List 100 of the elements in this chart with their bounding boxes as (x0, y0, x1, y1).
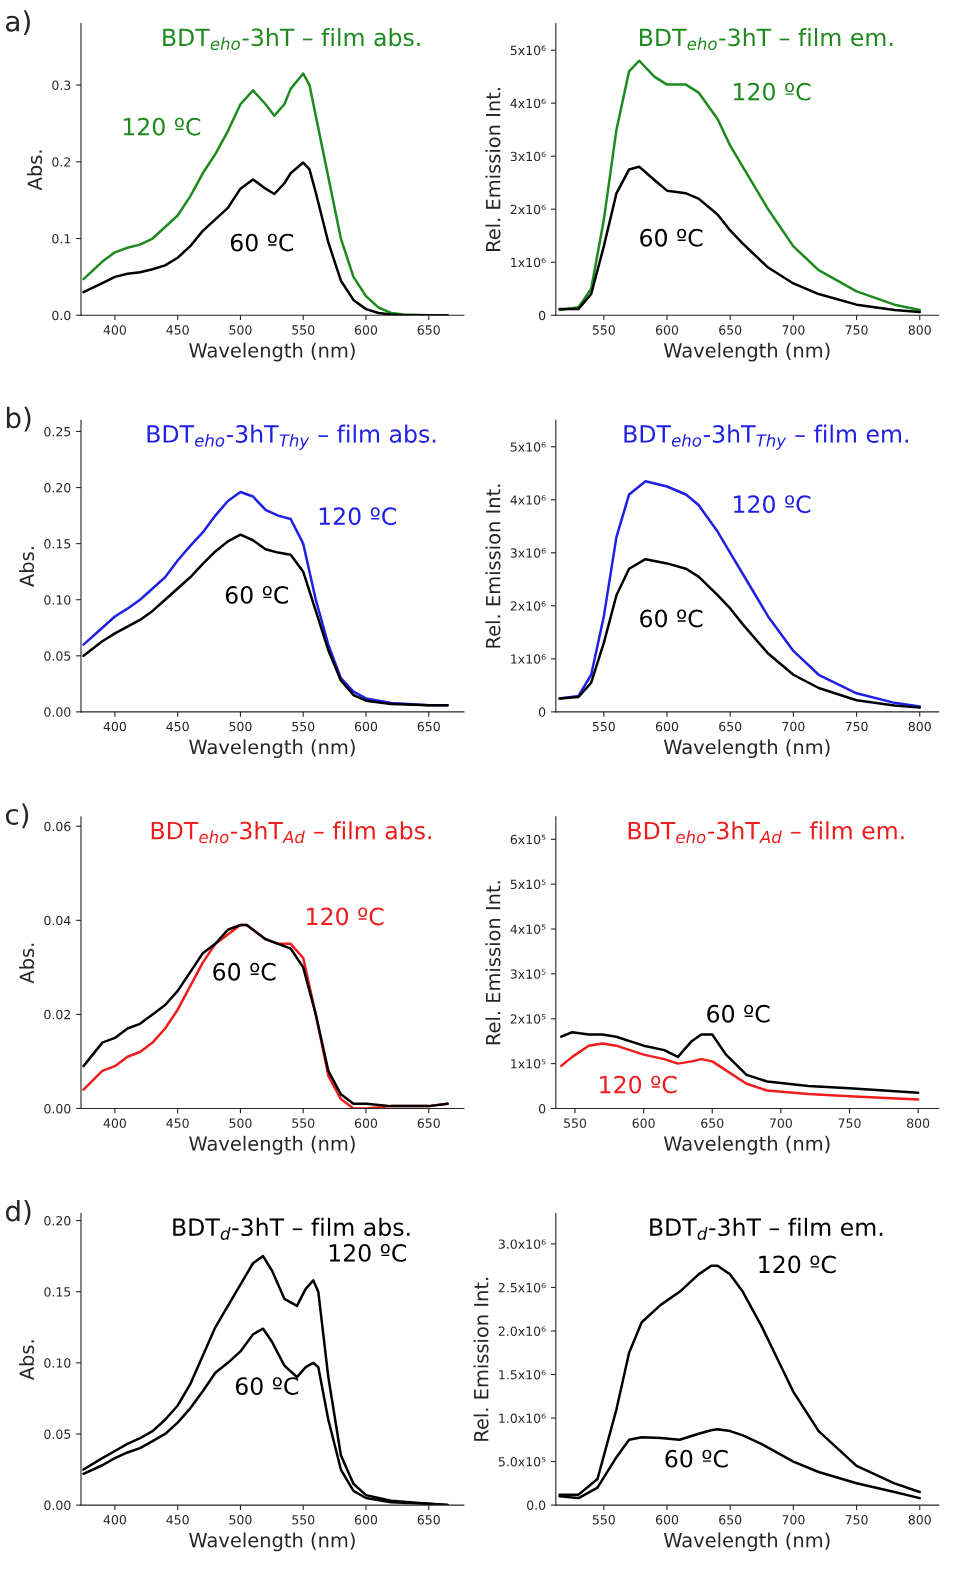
x-tick-label: 650 (719, 721, 742, 732)
x-tick-label: 700 (769, 1118, 792, 1128)
line-series (558, 557, 921, 709)
line-series (560, 1030, 920, 1095)
y-axis-title: Rel. Emission Int. (485, 88, 501, 251)
y-tick-label: 3x10⁵ (510, 969, 546, 979)
x-tick-label: 750 (845, 1515, 868, 1525)
x-tick-label: 550 (292, 721, 315, 732)
x-tick-label: 400 (103, 721, 126, 732)
x-axis-title: Wavelength (nm) (663, 1532, 830, 1552)
y-axis-title: Rel. Emission Int. (485, 484, 501, 648)
series-label: 120 ºC (759, 1255, 836, 1274)
x-tick-label: 550 (592, 325, 615, 335)
x-tick-label: 500 (229, 325, 252, 335)
series-label: 120 ºC (600, 1075, 677, 1094)
series-label: 60 ºC (640, 228, 703, 247)
y-tick-label: 3x10⁶ (510, 151, 546, 162)
y-tick-label: 0.0 (527, 1500, 546, 1511)
chart-title: BDT$_{eho}$-3hT$_{Thy}$ – film em. (624, 424, 908, 450)
y-tick-label: 0.2 (52, 157, 71, 167)
line-series (558, 165, 921, 314)
chart-title: BDT$_{d}$-3hT – film abs. (173, 1217, 410, 1240)
y-tick-label: 0.0 (52, 310, 71, 321)
series-label: 120 ºC (329, 1243, 407, 1262)
x-tick-label: 550 (292, 325, 315, 335)
series-label: 60 ºC (640, 609, 703, 628)
series-label: 60 ºC (213, 962, 276, 981)
line-series (558, 59, 921, 312)
chart-title: BDT$_{eho}$-3hT$_{Ad}$ – film em. (628, 821, 904, 844)
x-tick-label: 450 (166, 1118, 189, 1128)
x-tick-label: 650 (417, 721, 440, 732)
x-tick-label: 400 (103, 325, 126, 335)
x-tick-label: 550 (592, 1515, 615, 1525)
y-tick-label: 0 (538, 1103, 546, 1114)
chart-title: BDT$_{eho}$-3hT$_{Ad}$ – film abs. (151, 821, 431, 844)
y-tick-label: 0.25 (44, 426, 71, 437)
series-label: 120 ºC (734, 495, 811, 514)
x-tick-label: 800 (907, 1118, 930, 1128)
x-tick-label: 600 (354, 1515, 378, 1525)
y-tick-label: 0.00 (44, 1500, 71, 1511)
x-tick-label: 650 (417, 1118, 440, 1128)
x-tick-label: 750 (845, 721, 868, 732)
y-tick-label: 2x10⁶ (510, 204, 546, 215)
x-tick-label: 600 (354, 1118, 378, 1128)
x-tick-label: 800 (908, 1515, 931, 1525)
x-axis-title: Wavelength (nm) (663, 1135, 830, 1155)
chart-title: BDT$_{d}$-3hT – film em. (650, 1217, 883, 1240)
y-tick-label: 4x10⁶ (510, 495, 546, 505)
y-tick-label: 0.04 (44, 915, 71, 926)
x-tick-label: 400 (103, 1515, 126, 1525)
y-axis-title: Rel. Emission Int. (473, 1277, 489, 1441)
x-tick-label: 650 (417, 1515, 440, 1525)
x-tick-label: 600 (354, 325, 378, 335)
x-tick-label: 550 (292, 1515, 315, 1525)
series-label: 120 ºC (734, 82, 811, 101)
x-tick-label: 700 (782, 325, 805, 335)
x-tick-label: 750 (838, 1118, 861, 1128)
x-tick-label: 600 (354, 721, 378, 732)
chart-title: BDT$_{eho}$-3hT$_{Thy}$ – film abs. (147, 424, 436, 450)
series-label: 60 ºC (225, 585, 289, 604)
x-tick-label: 500 (229, 721, 252, 732)
y-tick-label: 2x10⁵ (510, 1014, 546, 1024)
y-tick-label: 0.3 (52, 80, 71, 90)
text: c) (5, 803, 29, 829)
x-tick-label: 550 (564, 1118, 587, 1128)
x-tick-label: 450 (166, 721, 189, 732)
y-tick-label: 5x10⁶ (510, 45, 546, 56)
x-tick-label: 450 (166, 1515, 189, 1525)
x-axis-title: Wavelength (nm) (189, 739, 355, 759)
y-tick-label: 5x10⁵ (510, 879, 546, 890)
y-tick-label: 3.0x10⁶ (498, 1239, 546, 1249)
x-tick-label: 450 (166, 325, 189, 335)
text: a) (6, 10, 30, 35)
y-tick-label: 1x10⁶ (511, 257, 546, 268)
y-tick-label: 0.20 (44, 1216, 71, 1226)
x-axis-title: Wavelength (nm) (663, 739, 830, 759)
y-tick-label: 0.00 (44, 1103, 71, 1114)
series-label: 120 ºC (319, 507, 397, 526)
y-tick-label: 0.10 (44, 1358, 71, 1368)
x-tick-label: 600 (655, 325, 679, 335)
y-tick-label: 0.10 (44, 595, 71, 605)
y-tick-label: 1x10⁵ (511, 1059, 546, 1069)
x-tick-label: 700 (782, 1515, 805, 1525)
y-tick-label: 0.15 (44, 539, 71, 549)
x-tick-label: 550 (292, 1118, 315, 1128)
y-tick-label: 0.15 (44, 1287, 71, 1297)
series-label: 120 ºC (307, 907, 384, 926)
series-label: 60 ºC (707, 1004, 770, 1023)
series-label: 60 ºC (230, 233, 294, 252)
y-tick-label: 0 (538, 707, 546, 717)
y-tick-label: 3x10⁶ (510, 548, 546, 558)
chart-title: BDT$_{eho}$-3hT – film em. (640, 28, 893, 51)
line-series (82, 533, 449, 707)
x-tick-label: 700 (782, 721, 805, 732)
series-label: 60 ºC (235, 1377, 299, 1395)
y-tick-label: 0.1 (52, 233, 71, 244)
x-tick-label: 600 (655, 1515, 679, 1525)
y-axis-title: Abs. (19, 943, 35, 984)
x-tick-label: 400 (103, 1118, 126, 1128)
x-tick-label: 500 (229, 1515, 252, 1525)
